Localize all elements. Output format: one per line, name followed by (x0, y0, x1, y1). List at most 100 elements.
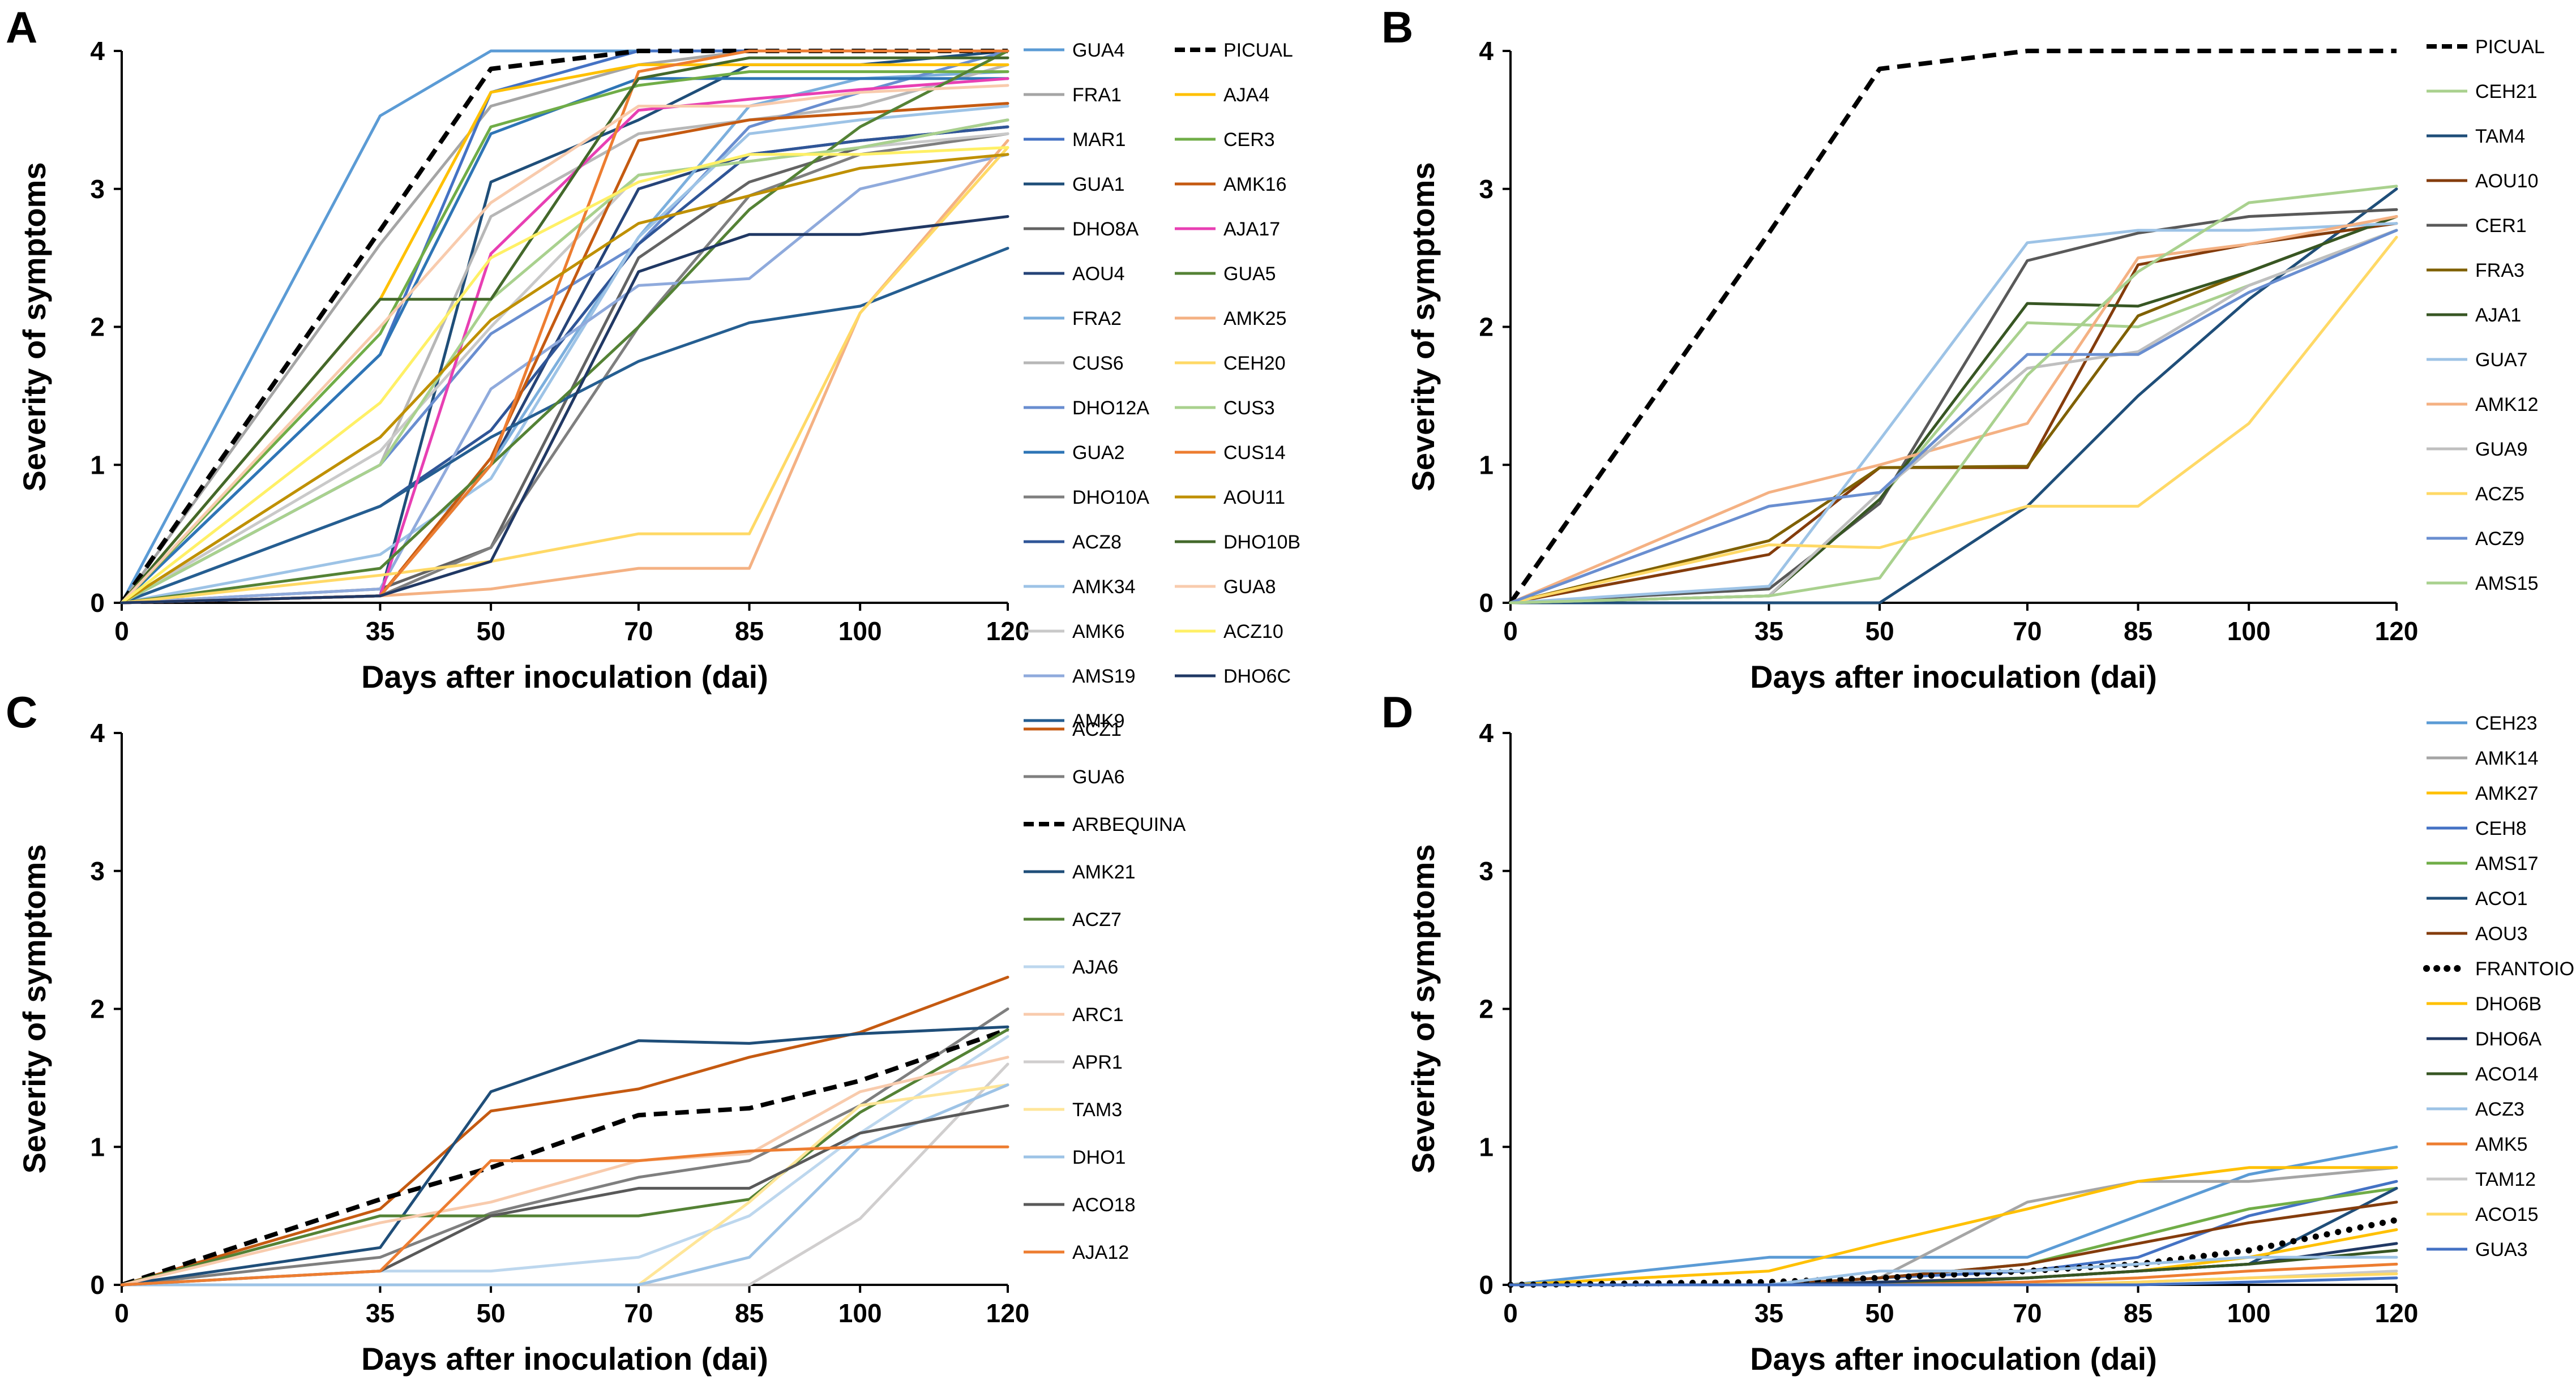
legend-label: AMK6 (1072, 621, 1125, 642)
legend-label: AMS19 (1072, 666, 1136, 687)
chart-panel-a: A 0 35 50 70 85 100 120 0 1 2 3 4 Days after inoculat… (6, 2, 1300, 732)
legend-label: CER1 (2475, 215, 2527, 237)
y-tick-label: 4 (90, 36, 105, 66)
x-tick-label: 0 (114, 1298, 129, 1328)
x-tick-label: 100 (2227, 616, 2271, 646)
series-line-ceh20 (120, 146, 1009, 605)
series-line-amk12 (1509, 215, 2398, 605)
x-tick-label: 100 (838, 616, 882, 646)
legend-label: TAM12 (2475, 1169, 2536, 1190)
legend-label: CEH20 (1223, 353, 1286, 374)
legend-label: DHO6A (2475, 1028, 2541, 1050)
series-line-amk9 (120, 247, 1009, 605)
legend-label: ACZ10 (1223, 621, 1283, 642)
y-tick-label: 2 (1479, 312, 1494, 342)
x-tick-label: 120 (2375, 616, 2419, 646)
series-line-amk27 (1509, 1166, 2398, 1287)
series-line-tam3 (120, 1083, 1009, 1287)
legend-label: AMK5 (2475, 1134, 2528, 1155)
y-tick-label: 2 (1479, 994, 1494, 1024)
legend-label: DHO6C (1223, 666, 1291, 687)
y-tick-label: 3 (1479, 174, 1494, 204)
legend-label: ACZ8 (1072, 531, 1122, 553)
x-tick-label: 70 (2013, 616, 2042, 646)
legend-label: CUS6 (1072, 353, 1124, 374)
y-tick-label: 3 (90, 856, 105, 886)
series-line-cer1 (1509, 208, 2398, 605)
x-tick-label: 85 (735, 616, 764, 646)
legend-label: FRA2 (1072, 308, 1122, 329)
legend-label: GUA6 (1072, 766, 1125, 788)
y-axis-label: Severity of symptoms (16, 162, 52, 492)
legend: CEH23 AMK14 AMK27 CEH8 AMS17 ACO1 AOU3 FRANTOIO… (2423, 713, 2574, 1261)
series-line-aou11 (120, 153, 1009, 605)
legend-label: GUA1 (1072, 174, 1125, 195)
x-tick-label: 85 (2124, 1298, 2153, 1328)
x-tick-label: 35 (366, 616, 395, 646)
series-line-dho6c (120, 215, 1009, 605)
series-line-arbequina (121, 1027, 1009, 1287)
series-line-cus3 (120, 118, 1009, 605)
legend-label: GUA5 (1223, 263, 1276, 285)
x-tick-label: 70 (2013, 1298, 2042, 1328)
legend-label: AOU3 (2475, 923, 2528, 945)
legend-label: AOU11 (1223, 487, 1285, 508)
x-tick-label: 120 (2375, 1298, 2419, 1328)
y-tick-label: 2 (90, 994, 105, 1024)
y-tick-label: 0 (1479, 588, 1494, 618)
legend-label: FRA3 (2475, 260, 2524, 281)
legend-label: AMK12 (2475, 394, 2539, 415)
series-line-dho10b (120, 56, 1009, 605)
x-tick-label: 35 (1755, 1298, 1783, 1328)
x-tick-label: 0 (1503, 616, 1518, 646)
x-tick-label: 35 (1755, 616, 1783, 646)
legend: GUA4 FRA1 MAR1 GUA1 DHO8A AOU4 FRA2 CUS6 DHO12A G… (1024, 40, 1300, 732)
legend-label: ACZ9 (2475, 528, 2524, 550)
legend-label: ACZ7 (1072, 909, 1122, 931)
legend-label: ACO15 (2475, 1204, 2539, 1225)
series-line-ams19 (120, 153, 1009, 605)
legend-label: GUA8 (1223, 576, 1276, 598)
series-line-picual (1508, 49, 2397, 605)
x-tick-label: 50 (1865, 616, 1894, 646)
legend-label: DHO10A (1072, 487, 1149, 508)
series-line-amk21 (120, 1025, 1009, 1287)
y-tick-label: 0 (90, 1270, 105, 1300)
legend-label: AJA12 (1072, 1242, 1129, 1263)
legend-label: AJA6 (1072, 957, 1118, 978)
y-tick-label: 4 (1479, 36, 1494, 66)
legend: PICUAL CEH21 TAM4 AOU10 CER1 FRA3 AJA1 GUA7 AMK1… (2427, 36, 2545, 594)
legend-label: ACO1 (2475, 888, 2528, 910)
legend-label: AJA1 (2475, 305, 2521, 326)
legend-label: GUA4 (1072, 40, 1125, 61)
legend-label: AMK9 (1072, 710, 1125, 732)
series-line-acz10 (120, 146, 1009, 605)
legend-label: CEH8 (2475, 818, 2527, 839)
x-axis-label: Days after inoculation (dai) (361, 659, 768, 694)
legend-label: ARC1 (1072, 1004, 1124, 1026)
x-axis-label: Days after inoculation (dai) (361, 1341, 768, 1377)
x-tick-label: 0 (114, 616, 129, 646)
series-line-gua3 (1509, 1276, 2398, 1287)
legend-label: AMK16 (1223, 174, 1287, 195)
x-tick-label: 50 (1865, 1298, 1894, 1328)
legend-label: CEH23 (2475, 713, 2538, 734)
legend-label: DHO8A (1072, 218, 1139, 240)
x-tick-label: 85 (735, 1298, 764, 1328)
legend-label: ACO18 (1072, 1194, 1136, 1216)
x-tick-label: 50 (476, 616, 505, 646)
x-tick-label: 85 (2124, 616, 2153, 646)
legend-label: ACZ5 (2475, 483, 2524, 505)
y-tick-label: 1 (90, 1132, 105, 1161)
legend-label: DHO12A (1072, 397, 1149, 419)
series-line-amk34 (120, 105, 1009, 605)
legend-label: FRANTOIO (2475, 958, 2574, 980)
x-tick-label: 70 (624, 1298, 653, 1328)
legend-label: AJA4 (1223, 84, 1269, 106)
legend-label: GUA9 (2475, 439, 2528, 460)
series-line-gua7 (1509, 222, 2398, 605)
series-line-acz7 (120, 1028, 1009, 1287)
series-line-aja12 (120, 1145, 1009, 1287)
legend-label: PICUAL (1223, 40, 1293, 61)
